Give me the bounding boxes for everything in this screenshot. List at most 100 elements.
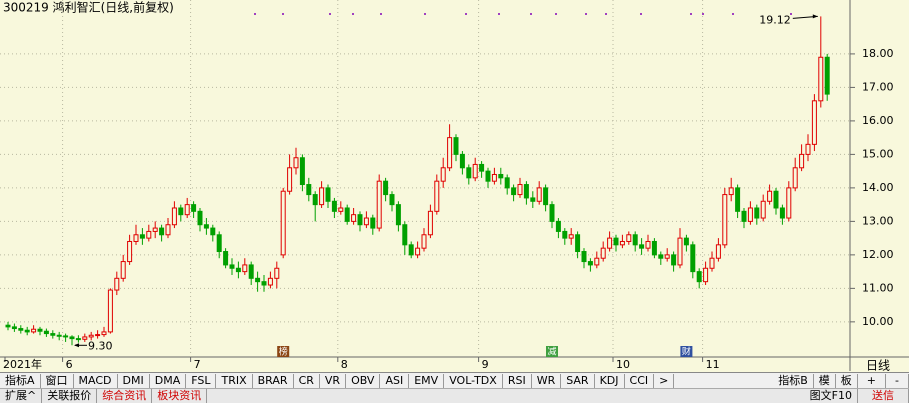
tab[interactable]: 综合资讯 [97,389,153,403]
candle-body [517,184,523,196]
tab[interactable]: EMV [409,373,445,388]
candle-body [325,187,331,202]
event-marker [680,346,693,357]
candle-body [184,204,190,216]
tab[interactable]: SAR [561,373,595,388]
candle-body [351,214,357,222]
y-tick-label: 12.00 [862,248,894,261]
candle-body [498,173,504,179]
candle-body [242,264,248,273]
candle-body [696,271,702,283]
tab[interactable]: FSL [186,373,217,388]
tab[interactable]: 送信 [858,389,909,403]
candle-body [139,234,145,239]
candle-body [338,207,344,212]
tab[interactable]: 模 [814,373,836,388]
candle-body [120,261,126,279]
candle-body [466,167,472,179]
candle-body [568,234,574,239]
candle-body [274,267,280,279]
candle-body [799,153,805,169]
candle-body [453,137,459,155]
candle-body [299,157,305,186]
candle-body [587,261,593,266]
candle-body [82,336,88,340]
candle-body [703,267,709,283]
candle-body [760,200,766,219]
candle-body [600,247,606,259]
tab[interactable]: RSI [503,373,532,388]
candle-body [543,187,549,206]
tab[interactable]: DMI [118,373,150,388]
candle-body [747,207,753,222]
tab[interactable]: VOL-TDX [444,373,503,388]
tab[interactable]: ASI [380,373,410,388]
candle-body [159,227,165,236]
period-label: 日线 [866,359,890,372]
candle-body [255,277,261,283]
tab[interactable]: VR [320,373,347,388]
tab[interactable]: 指标A [0,373,41,388]
candle-body [632,234,638,246]
arrow-head [812,14,818,19]
y-tick-label: 10.00 [862,315,894,328]
candle-body [312,194,318,206]
tab[interactable]: KDJ [595,373,625,388]
tab[interactable]: 板块资讯 [152,389,208,403]
candle-body [43,330,49,335]
tab[interactable]: 关联报价 [42,389,98,403]
event-marker-label: 榜 [279,346,288,358]
tab[interactable]: + [858,373,887,388]
candle-body [293,157,299,169]
candle-body [63,335,69,338]
y-tick-label: 15.00 [862,147,894,160]
candle-body [178,207,184,216]
candle-body [427,210,433,236]
candle-body [415,247,421,256]
arrow-head [74,343,79,348]
candle-body [767,190,773,202]
tab[interactable]: DMA [150,373,187,388]
tab[interactable]: 图文F10 [805,389,858,403]
tab[interactable]: CR [294,373,320,388]
tab[interactable]: 指标B [773,373,814,388]
candle-body [555,220,561,232]
candle-body [69,336,75,340]
candle-body [607,237,613,249]
candle-body [479,163,485,172]
candle-body [107,289,113,333]
candle-body [651,240,657,256]
tab[interactable]: 窗口 [41,373,74,388]
candle-body [421,234,427,249]
candle-body [440,167,446,182]
y-tick-label: 17.00 [862,80,894,93]
candle-body [133,234,139,242]
candle-body [613,237,619,246]
candle-body [472,163,478,179]
tab[interactable]: MACD [74,373,118,388]
candle-body [280,190,286,256]
tab[interactable]: TRIX [216,373,253,388]
tab[interactable]: > [654,373,675,388]
candle-body [210,227,216,236]
candle-body [216,234,222,253]
tab[interactable]: OBV [346,373,381,388]
candle-body [581,251,587,263]
candle-body [805,143,811,155]
candle-body [5,324,11,328]
candle-body [709,257,715,269]
candle-body [523,184,529,199]
candle-body [619,240,625,246]
tab[interactable]: 板 [836,373,858,388]
tab[interactable]: CCI [625,373,655,388]
x-tick-label: 2021年 [3,357,42,371]
candle-body [722,194,728,246]
candle-body [639,244,645,249]
candle-body [395,204,401,226]
tab[interactable]: - [886,373,909,388]
tab[interactable]: WR [532,373,562,388]
candle-body [114,277,120,291]
tab[interactable]: 扩展^ [0,389,43,403]
tab[interactable]: BRAR [253,373,294,388]
